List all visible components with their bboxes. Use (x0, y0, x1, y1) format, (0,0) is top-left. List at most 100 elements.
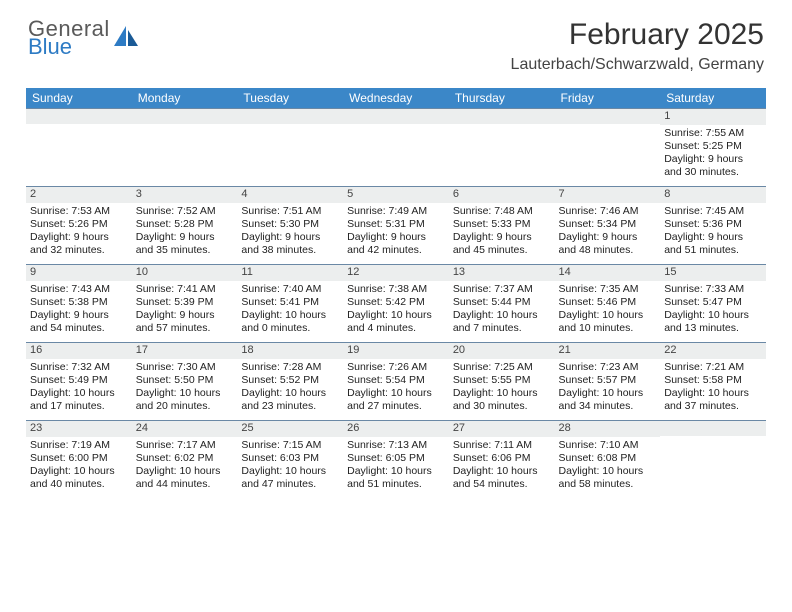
calendar-cell: 11Sunrise: 7:40 AMSunset: 5:41 PMDayligh… (237, 265, 343, 343)
day-content: Sunrise: 7:43 AMSunset: 5:38 PMDaylight:… (26, 281, 132, 340)
day-number: 23 (26, 421, 132, 437)
calendar-cell: 19Sunrise: 7:26 AMSunset: 5:54 PMDayligh… (343, 343, 449, 421)
day-content: Sunrise: 7:55 AMSunset: 5:25 PMDaylight:… (660, 125, 766, 184)
day-content: Sunrise: 7:52 AMSunset: 5:28 PMDaylight:… (132, 203, 238, 262)
calendar-week-row: 16Sunrise: 7:32 AMSunset: 5:49 PMDayligh… (26, 343, 766, 421)
calendar-cell: 9Sunrise: 7:43 AMSunset: 5:38 PMDaylight… (26, 265, 132, 343)
day-line: Sunrise: 7:38 AM (347, 283, 445, 296)
day-line: Sunrise: 7:35 AM (559, 283, 657, 296)
calendar-week-row: 23Sunrise: 7:19 AMSunset: 6:00 PMDayligh… (26, 421, 766, 499)
calendar-cell: 8Sunrise: 7:45 AMSunset: 5:36 PMDaylight… (660, 187, 766, 265)
day-line: Daylight: 9 hours and 51 minutes. (664, 231, 762, 257)
day-number: 1 (660, 109, 766, 125)
day-line: Sunset: 5:46 PM (559, 296, 657, 309)
day-line: Daylight: 9 hours and 42 minutes. (347, 231, 445, 257)
day-line: Sunrise: 7:45 AM (664, 205, 762, 218)
day-line: Daylight: 10 hours and 37 minutes. (664, 387, 762, 413)
day-number: 21 (555, 343, 661, 359)
day-content: Sunrise: 7:41 AMSunset: 5:39 PMDaylight:… (132, 281, 238, 340)
day-number: 2 (26, 187, 132, 203)
calendar-cell: 13Sunrise: 7:37 AMSunset: 5:44 PMDayligh… (449, 265, 555, 343)
day-content: Sunrise: 7:37 AMSunset: 5:44 PMDaylight:… (449, 281, 555, 340)
calendar-cell (26, 109, 132, 187)
day-number (132, 109, 238, 124)
day-line: Sunset: 5:31 PM (347, 218, 445, 231)
day-number: 8 (660, 187, 766, 203)
day-line: Sunrise: 7:33 AM (664, 283, 762, 296)
day-line: Sunrise: 7:13 AM (347, 439, 445, 452)
day-content: Sunrise: 7:15 AMSunset: 6:03 PMDaylight:… (237, 437, 343, 496)
day-number: 7 (555, 187, 661, 203)
month-title: February 2025 (511, 18, 764, 52)
day-number: 14 (555, 265, 661, 281)
day-line: Daylight: 10 hours and 54 minutes. (453, 465, 551, 491)
weekday-header: Saturday (660, 88, 766, 109)
day-line: Sunset: 5:26 PM (30, 218, 128, 231)
calendar-cell: 14 Sunrise: 7:35 AMSunset: 5:46 PMDayligh… (555, 265, 661, 343)
day-line: Sunrise: 7:32 AM (30, 361, 128, 374)
day-line: Daylight: 10 hours and 47 minutes. (241, 465, 339, 491)
day-line: Sunrise: 7:52 AM (136, 205, 234, 218)
day-number: 11 (237, 265, 343, 281)
calendar-cell (660, 421, 766, 499)
day-line: Sunrise: 7:26 AM (347, 361, 445, 374)
calendar-cell: 10Sunrise: 7:41 AMSunset: 5:39 PMDayligh… (132, 265, 238, 343)
day-line: Daylight: 10 hours and 40 minutes. (30, 465, 128, 491)
day-line: Sunset: 5:47 PM (664, 296, 762, 309)
day-line: Daylight: 10 hours and 4 minutes. (347, 309, 445, 335)
day-content: Sunrise: 7:23 AMSunset: 5:57 PMDaylight:… (555, 359, 661, 418)
calendar-cell: 15Sunrise: 7:33 AMSunset: 5:47 PMDayligh… (660, 265, 766, 343)
day-line: Daylight: 10 hours and 51 minutes. (347, 465, 445, 491)
calendar-cell (555, 109, 661, 187)
day-content (26, 124, 132, 130)
day-number (555, 109, 661, 124)
day-content (343, 124, 449, 130)
day-line: Sunset: 5:52 PM (241, 374, 339, 387)
day-line: Sunrise: 7:23 AM (559, 361, 657, 374)
location: Lauterbach/Schwarzwald, Germany (511, 56, 764, 74)
header: General Blue February 2025 Lauterbach/Sc… (0, 0, 792, 78)
day-number: 25 (237, 421, 343, 437)
day-line: Sunrise: 7:19 AM (30, 439, 128, 452)
day-content: Sunrise: 7:46 AMSunset: 5:34 PMDaylight:… (555, 203, 661, 262)
calendar-cell: 6Sunrise: 7:48 AMSunset: 5:33 PMDaylight… (449, 187, 555, 265)
day-number: 15 (660, 265, 766, 281)
day-content: Sunrise: 7:30 AMSunset: 5:50 PMDaylight:… (132, 359, 238, 418)
day-content: Sunrise: 7:26 AMSunset: 5:54 PMDaylight:… (343, 359, 449, 418)
day-line: Sunset: 5:33 PM (453, 218, 551, 231)
calendar-cell: 2Sunrise: 7:53 AMSunset: 5:26 PMDaylight… (26, 187, 132, 265)
day-content: Sunrise: 7:10 AMSunset: 6:08 PMDaylight:… (555, 437, 661, 496)
day-content: Sunrise: 7:11 AMSunset: 6:06 PMDaylight:… (449, 437, 555, 496)
day-line: Daylight: 9 hours and 32 minutes. (30, 231, 128, 257)
logo: General Blue (28, 18, 140, 58)
day-line: Sunset: 5:42 PM (347, 296, 445, 309)
day-number: 17 (132, 343, 238, 359)
day-number: 19 (343, 343, 449, 359)
day-line: Sunset: 5:28 PM (136, 218, 234, 231)
day-line: Daylight: 9 hours and 30 minutes. (664, 153, 762, 179)
logo-text-bottom: Blue (28, 36, 110, 58)
day-line: Sunrise: 7:30 AM (136, 361, 234, 374)
day-number: 20 (449, 343, 555, 359)
day-line: Sunset: 6:05 PM (347, 452, 445, 465)
weekday-header-row: SundayMondayTuesdayWednesdayThursdayFrid… (26, 88, 766, 109)
day-line: Sunrise: 7:51 AM (241, 205, 339, 218)
calendar-week-row: 2Sunrise: 7:53 AMSunset: 5:26 PMDaylight… (26, 187, 766, 265)
day-line: Sunset: 6:00 PM (30, 452, 128, 465)
day-line: Sunset: 5:49 PM (30, 374, 128, 387)
day-content: Sunrise: 7:28 AMSunset: 5:52 PMDaylight:… (237, 359, 343, 418)
day-line: Sunset: 5:55 PM (453, 374, 551, 387)
day-number: 4 (237, 187, 343, 203)
day-content: Sunrise: 7:17 AMSunset: 6:02 PMDaylight:… (132, 437, 238, 496)
day-line: Sunset: 6:02 PM (136, 452, 234, 465)
day-content: Sunrise: 7:21 AMSunset: 5:58 PMDaylight:… (660, 359, 766, 418)
day-content (132, 124, 238, 130)
calendar-cell: 1Sunrise: 7:55 AMSunset: 5:25 PMDaylight… (660, 109, 766, 187)
calendar-cell (237, 109, 343, 187)
day-line: Sunset: 5:57 PM (559, 374, 657, 387)
weekday-header: Tuesday (237, 88, 343, 109)
day-line: Sunrise: 7:41 AM (136, 283, 234, 296)
day-line: Daylight: 10 hours and 10 minutes. (559, 309, 657, 335)
calendar-cell: 23 Sunrise: 7:19 AMSunset: 6:00 PMDayligh… (26, 421, 132, 499)
calendar-cell: 5Sunrise: 7:49 AMSunset: 5:31 PMDaylight… (343, 187, 449, 265)
